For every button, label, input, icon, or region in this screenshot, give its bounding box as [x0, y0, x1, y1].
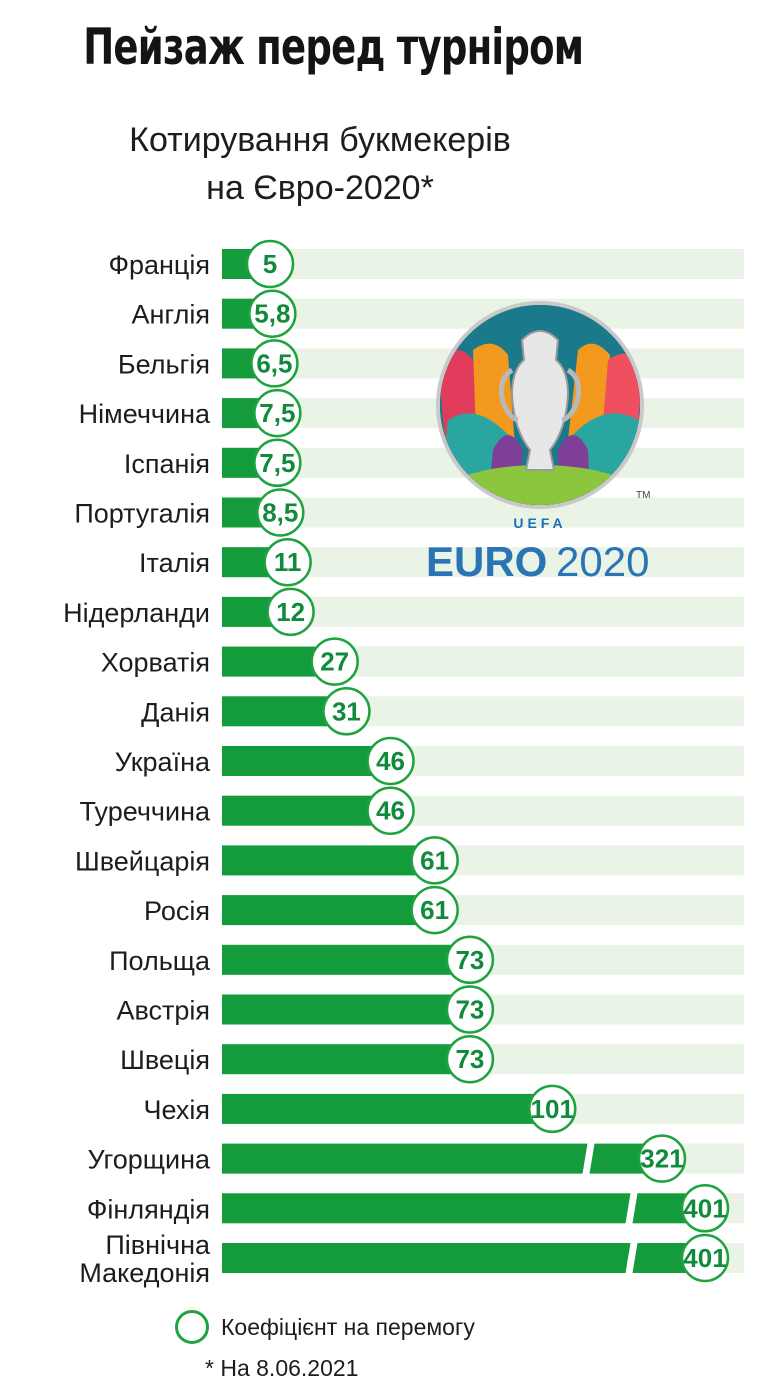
bar [222, 895, 435, 926]
value-circle [250, 339, 299, 388]
category-label: Португалія [74, 499, 210, 529]
legend: Коефіцієнт на перемогу [175, 1310, 475, 1344]
bar [222, 795, 391, 826]
category-label: Фінляндія [87, 1194, 210, 1224]
value-label: 46 [376, 746, 405, 776]
value-circle [410, 836, 459, 885]
bar [222, 994, 470, 1025]
subtitle: Котирування букмекерів на Євро-2020* [0, 116, 640, 212]
bar [222, 944, 470, 975]
logo-uefa: UEFA [513, 515, 566, 531]
bar [222, 746, 391, 776]
category-label: Північна [105, 1230, 211, 1260]
category-label: Швеція [120, 1045, 210, 1075]
category-label: Німеччина [79, 399, 211, 429]
value-circle [266, 587, 315, 637]
category-label: Чехія [143, 1095, 210, 1125]
category-label: Хорватія [101, 648, 210, 678]
bar [222, 845, 435, 876]
category-label: Македонія [79, 1258, 210, 1288]
value-label: 11 [274, 547, 302, 577]
value-circle [410, 885, 459, 935]
category-label: Україна [115, 747, 211, 777]
logo-year: 2020 [556, 538, 649, 585]
value-circle [366, 786, 415, 835]
subtitle-line-2: на Євро-2020* [206, 169, 434, 207]
bar [222, 1044, 470, 1075]
legend-label: Коефіцієнт на перемогу [221, 1313, 475, 1340]
value-label: 27 [320, 647, 349, 677]
legend-circle-icon [175, 1310, 209, 1344]
category-label: Англія [131, 300, 210, 330]
value-label: 73 [455, 995, 484, 1025]
category-label: Росія [144, 896, 210, 926]
value-label: 46 [376, 796, 405, 826]
page-title: Пейзаж перед турніром [83, 18, 584, 76]
category-label: Угорщина [88, 1145, 211, 1175]
value-label: 73 [455, 945, 484, 975]
odds-bar-chart: 5 Франція 5,8 Англія 6,5 Бельгія 7,5 Німеччина 7… [63, 239, 744, 1288]
axis-break-mark [625, 1240, 638, 1276]
value-label: 61 [420, 895, 449, 925]
value-circle [322, 687, 371, 736]
subtitle-line-1: Котирування букмекерів [129, 121, 511, 159]
value-label: 8,5 [262, 498, 298, 528]
value-label: 7,5 [259, 448, 295, 478]
logo-trademark: TM [636, 490, 650, 501]
bar [222, 1143, 662, 1174]
category-label: Швейцарія [75, 846, 210, 876]
value-label: 401 [683, 1193, 726, 1223]
category-label: Австрія [116, 996, 210, 1026]
value-label: 321 [640, 1144, 683, 1174]
axis-break-mark [582, 1140, 595, 1177]
bar-track [222, 497, 744, 528]
bar-track [222, 249, 744, 279]
category-label: Італія [139, 548, 210, 578]
value-label: 101 [531, 1094, 574, 1124]
value-label: 73 [455, 1044, 484, 1074]
value-circle [366, 736, 415, 786]
category-label: Польща [109, 946, 211, 976]
value-circle [680, 1233, 730, 1283]
category-label: Нідерланди [63, 598, 210, 628]
value-circle [245, 239, 295, 289]
axis-break-mark [625, 1190, 638, 1227]
category-label: Франція [108, 250, 210, 280]
value-circle [445, 985, 495, 1034]
value-circle [253, 438, 302, 488]
value-label: 6,5 [256, 348, 292, 378]
category-label: Данія [141, 697, 210, 727]
value-label: 12 [276, 597, 305, 627]
value-label: 401 [683, 1243, 726, 1273]
value-circle [637, 1134, 687, 1183]
euro-2020-logo: TM UEFA EURO 2020 [426, 301, 650, 585]
value-circle [263, 537, 312, 587]
value-label: 7,5 [259, 398, 295, 428]
category-label: Бельгія [118, 349, 210, 379]
category-label: Іспанія [124, 449, 210, 479]
bar [222, 1093, 553, 1124]
value-circle [445, 1034, 495, 1084]
value-circle [310, 637, 359, 686]
bar [222, 1243, 705, 1273]
value-circle [527, 1084, 577, 1134]
value-circle [680, 1184, 730, 1233]
value-circle [256, 488, 305, 537]
value-label: 31 [332, 696, 361, 726]
value-label: 61 [420, 845, 449, 875]
category-label: Туреччина [80, 797, 211, 827]
value-label: 5 [263, 249, 277, 279]
value-circle [248, 289, 297, 338]
value-circle [445, 935, 495, 985]
bar [222, 1193, 705, 1224]
logo-euro: EURO [426, 538, 547, 585]
footnote: * На 8.06.2021 [205, 1355, 359, 1381]
value-circle [253, 388, 302, 438]
value-label: 5,8 [254, 299, 290, 329]
